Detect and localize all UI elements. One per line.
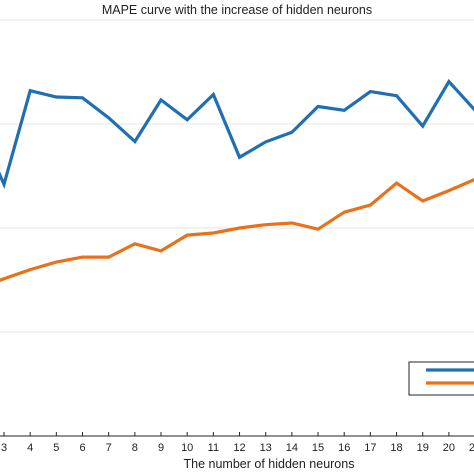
chart-title: MAPE curve with the increase of hidden n… [102, 3, 372, 17]
x-tick-label: 11 [208, 442, 219, 454]
legend [408, 361, 474, 396]
series-line-2 [0, 178, 474, 282]
x-tick-label: 4 [27, 442, 33, 454]
x-axis-label: The number of hidden neurons [184, 457, 355, 471]
x-tick-label: 16 [338, 442, 350, 454]
x-tick-label: 7 [106, 442, 112, 454]
x-tick-label: 17 [364, 442, 376, 454]
gridlines [0, 19, 474, 333]
x-tick-label: 6 [79, 442, 85, 454]
x-tick-label: 8 [132, 442, 138, 454]
x-tick-label: 10 [181, 442, 193, 454]
series-group [0, 78, 474, 282]
x-tick-label: 5 [53, 442, 59, 454]
x-tick-label: 3 [1, 442, 7, 454]
x-tick-label: 15 [312, 442, 324, 454]
x-tick-label: 18 [390, 442, 402, 454]
x-tick-label: 21 [469, 442, 474, 454]
x-tick-label: 12 [233, 442, 245, 454]
x-tick-label: 13 [260, 442, 272, 454]
x-tick-label: 19 [417, 442, 429, 454]
legend-box [408, 361, 474, 396]
x-tick-label: 14 [286, 442, 298, 454]
x-tick-label: 9 [158, 442, 164, 454]
x-ticks: 345678910111213141516171819202122232425 [1, 432, 474, 454]
x-tick-label: 20 [443, 442, 455, 454]
series-line-1 [0, 78, 474, 189]
